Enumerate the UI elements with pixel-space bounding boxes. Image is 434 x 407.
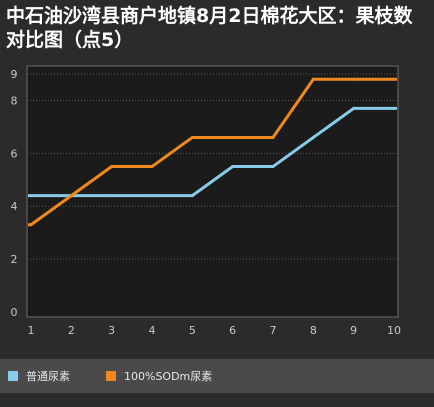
x-tick-label: 6 [229, 324, 236, 337]
line-chart: 0 2 4 6 8 9 1 2 3 4 5 6 7 8 9 10 [11, 65, 402, 337]
data-point [352, 77, 356, 81]
x-tick-label: 1 [28, 324, 35, 337]
data-point [150, 194, 154, 198]
plot-area [26, 65, 399, 318]
data-point [69, 194, 73, 198]
legend: 普通尿素 100%SODm尿素 [0, 359, 434, 393]
data-point [311, 77, 315, 81]
data-point [190, 135, 194, 139]
y-tick-label: 8 [11, 94, 18, 107]
data-point [150, 165, 154, 169]
legend-swatch-series-1 [8, 371, 18, 381]
legend-item-series-2: 100%SODm尿素 [106, 359, 212, 393]
data-point [352, 106, 356, 110]
chart-title: 中石油沙湾县商户地镇8月2日棉花大区：果枝数对比图（点5） [6, 5, 413, 51]
data-point [271, 165, 275, 169]
data-point [311, 135, 315, 139]
x-tick-label: 8 [310, 324, 317, 337]
legend-swatch-series-2 [106, 371, 116, 381]
gridlines [27, 73, 398, 260]
x-tick-label: 4 [149, 324, 156, 337]
x-tick-label: 2 [68, 324, 75, 337]
y-tick-label: 2 [11, 253, 18, 266]
legend-item-series-1: 普通尿素 [8, 359, 70, 393]
y-tick-label: 0 [11, 306, 18, 319]
x-tick-label: 9 [350, 324, 357, 337]
x-tick-label: 3 [108, 324, 115, 337]
data-point [392, 77, 396, 81]
y-tick-label: 9 [11, 68, 18, 81]
data-point [231, 165, 235, 169]
data-point [110, 194, 114, 198]
data-point [29, 194, 33, 198]
x-axis-ticks: 1 2 3 4 5 6 7 8 9 10 [28, 324, 402, 337]
legend-label-series-2: 100%SODm尿素 [124, 370, 213, 383]
y-tick-label: 6 [11, 147, 18, 160]
data-point [392, 106, 396, 110]
x-tick-label: 5 [189, 324, 196, 337]
series-line-2 [28, 77, 397, 227]
x-tick-label: 10 [387, 324, 401, 337]
legend-label-series-1: 普通尿素 [26, 370, 70, 383]
data-point [231, 135, 235, 139]
data-point [271, 135, 275, 139]
y-tick-label: 4 [11, 200, 18, 213]
y-axis-ticks: 0 2 4 6 8 9 [11, 68, 18, 319]
data-point [29, 223, 33, 227]
series-lines [28, 77, 397, 227]
data-point [110, 165, 114, 169]
footer-strip [0, 393, 434, 407]
series-line-1 [28, 106, 397, 198]
data-point [190, 194, 194, 198]
x-tick-label: 7 [270, 324, 277, 337]
